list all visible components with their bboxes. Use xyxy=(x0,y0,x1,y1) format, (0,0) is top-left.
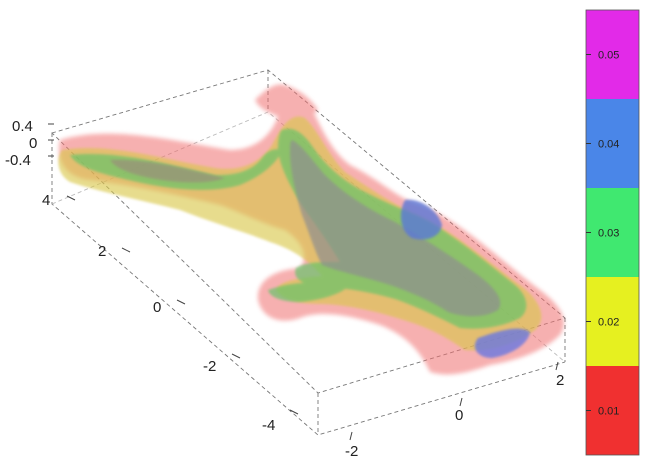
y-tick-4: 4 xyxy=(42,192,50,209)
y-tick-0: -4 xyxy=(262,417,275,434)
x-tick-0: -2 xyxy=(345,443,358,457)
colorbar-band-1 xyxy=(586,277,639,366)
tick-marks xyxy=(48,123,559,441)
iso-red-top-arm xyxy=(255,84,318,119)
x-tick-1: 0 xyxy=(455,407,463,424)
z-tick-marks xyxy=(48,123,54,157)
colorbar-tick-4: 0.01 xyxy=(598,406,619,418)
colorbar-band-2 xyxy=(586,188,639,277)
x-tick-marks xyxy=(349,361,559,441)
isosurface-core xyxy=(110,140,501,317)
y-tick-2: 0 xyxy=(153,299,161,316)
isosurface-blue xyxy=(400,199,530,358)
box-edge-vertical xyxy=(51,70,566,435)
iso-core-spine xyxy=(290,140,501,317)
iso-blue-lower xyxy=(474,328,530,358)
colorbar-band-0 xyxy=(586,366,639,455)
y-tick-3: 2 xyxy=(98,243,106,260)
z-tick-0: 0.4 xyxy=(12,118,33,135)
x-tick-2: 2 xyxy=(556,372,564,389)
colorbar-tick-1: 0.04 xyxy=(598,139,619,151)
z-tick-2: -0.4 xyxy=(5,152,31,169)
colorbar-tick-3: 0.02 xyxy=(598,317,619,329)
colorbar-band-3 xyxy=(586,99,639,188)
y-tick-marks xyxy=(66,195,299,415)
axis-ticks: 0.4 0 -0.4 4 2 0 -2 -4 -2 0 2 xyxy=(5,118,564,457)
colorbar-tick-0: 0.05 xyxy=(598,50,619,62)
y-tick-1: -2 xyxy=(203,358,216,375)
colorbar-band-4 xyxy=(586,10,639,99)
colorbar: 0.05 0.04 0.03 0.02 0.01 xyxy=(585,9,640,456)
iso-green-lower-arm xyxy=(268,282,350,302)
box-edge-front xyxy=(51,160,566,436)
iso-blue-upper xyxy=(400,199,442,240)
iso-core-left xyxy=(110,159,225,183)
z-tick-1: 0 xyxy=(29,135,37,152)
colorbar-tick-2: 0.03 xyxy=(598,228,619,240)
